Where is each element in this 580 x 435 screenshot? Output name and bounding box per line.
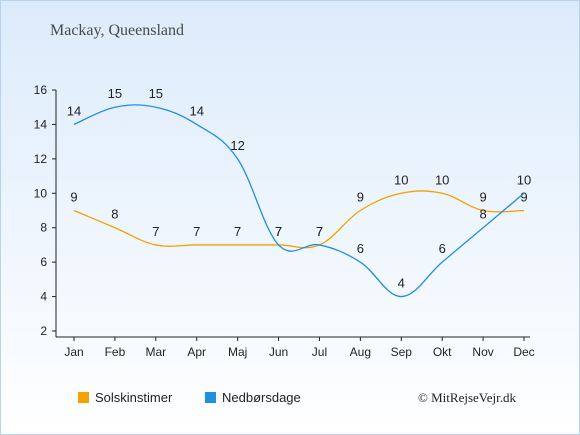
data-label-rain: 6 bbox=[357, 241, 364, 256]
data-label-rain: 7 bbox=[275, 224, 282, 239]
data-label-rain: 15 bbox=[149, 86, 163, 101]
data-label-rain: 8 bbox=[479, 207, 486, 222]
y-tick-label: 16 bbox=[34, 83, 48, 97]
credit-text: © MitRejseVejr.dk bbox=[418, 390, 516, 405]
legend-label-sunshine: Solskinstimer bbox=[95, 390, 173, 405]
legend-item-sunshine: Solskinstimer bbox=[78, 390, 172, 405]
legend-item-rain: Nedbørsdage bbox=[205, 390, 301, 405]
y-tick-label: 6 bbox=[40, 255, 47, 269]
x-tick-label: Apr bbox=[187, 345, 206, 359]
data-label-rain: 15 bbox=[108, 86, 122, 101]
data-label-rain: 10 bbox=[517, 172, 531, 187]
x-tick-label: Maj bbox=[228, 345, 247, 359]
data-label-rain: 12 bbox=[230, 138, 244, 153]
x-tick-label: Jan bbox=[64, 345, 83, 359]
data-label-sunshine: 7 bbox=[275, 224, 282, 239]
x-tick-label: Aug bbox=[350, 345, 371, 359]
data-label-sunshine: 7 bbox=[193, 224, 200, 239]
series-line-rain bbox=[73, 104, 525, 298]
data-label-sunshine: 7 bbox=[316, 224, 323, 239]
y-tick-label: 8 bbox=[40, 221, 47, 235]
data-label-rain: 7 bbox=[316, 224, 323, 239]
x-tick-label: Sep bbox=[391, 345, 413, 359]
data-label-sunshine: 9 bbox=[479, 190, 486, 205]
x-tick-label: Jul bbox=[312, 345, 327, 359]
data-label-sunshine: 10 bbox=[435, 172, 449, 187]
x-tick-label: Dec bbox=[513, 345, 534, 359]
legend-label-rain: Nedbørsdage bbox=[222, 390, 301, 405]
y-tick-label: 4 bbox=[40, 290, 47, 304]
y-tick-label: 14 bbox=[34, 117, 48, 131]
data-label-sunshine: 9 bbox=[520, 190, 527, 205]
x-tick-label: Jun bbox=[269, 345, 288, 359]
y-tick-label: 2 bbox=[40, 324, 47, 338]
data-label-rain: 4 bbox=[398, 276, 405, 291]
data-label-rain: 14 bbox=[189, 103, 203, 118]
data-label-sunshine: 10 bbox=[394, 172, 408, 187]
data-label-sunshine: 8 bbox=[111, 207, 118, 222]
data-label-rain: 14 bbox=[67, 103, 81, 118]
y-tick-label: 12 bbox=[34, 152, 48, 166]
data-label-sunshine: 9 bbox=[70, 190, 77, 205]
y-tick-label: 10 bbox=[34, 186, 48, 200]
data-label-sunshine: 7 bbox=[234, 224, 241, 239]
data-label-sunshine: 7 bbox=[152, 224, 159, 239]
series-line-sunshine bbox=[73, 190, 525, 249]
legend-swatch-sunshine bbox=[78, 392, 89, 403]
x-tick-label: Mar bbox=[145, 345, 166, 359]
x-tick-label: Nov bbox=[472, 345, 493, 359]
data-label-rain: 6 bbox=[439, 241, 446, 256]
x-tick-label: Feb bbox=[105, 345, 126, 359]
data-label-sunshine: 9 bbox=[357, 190, 364, 205]
x-tick-label: Okt bbox=[433, 345, 452, 359]
chart-title: Mackay, Queensland bbox=[50, 22, 185, 39]
legend-swatch-rain bbox=[205, 392, 216, 403]
